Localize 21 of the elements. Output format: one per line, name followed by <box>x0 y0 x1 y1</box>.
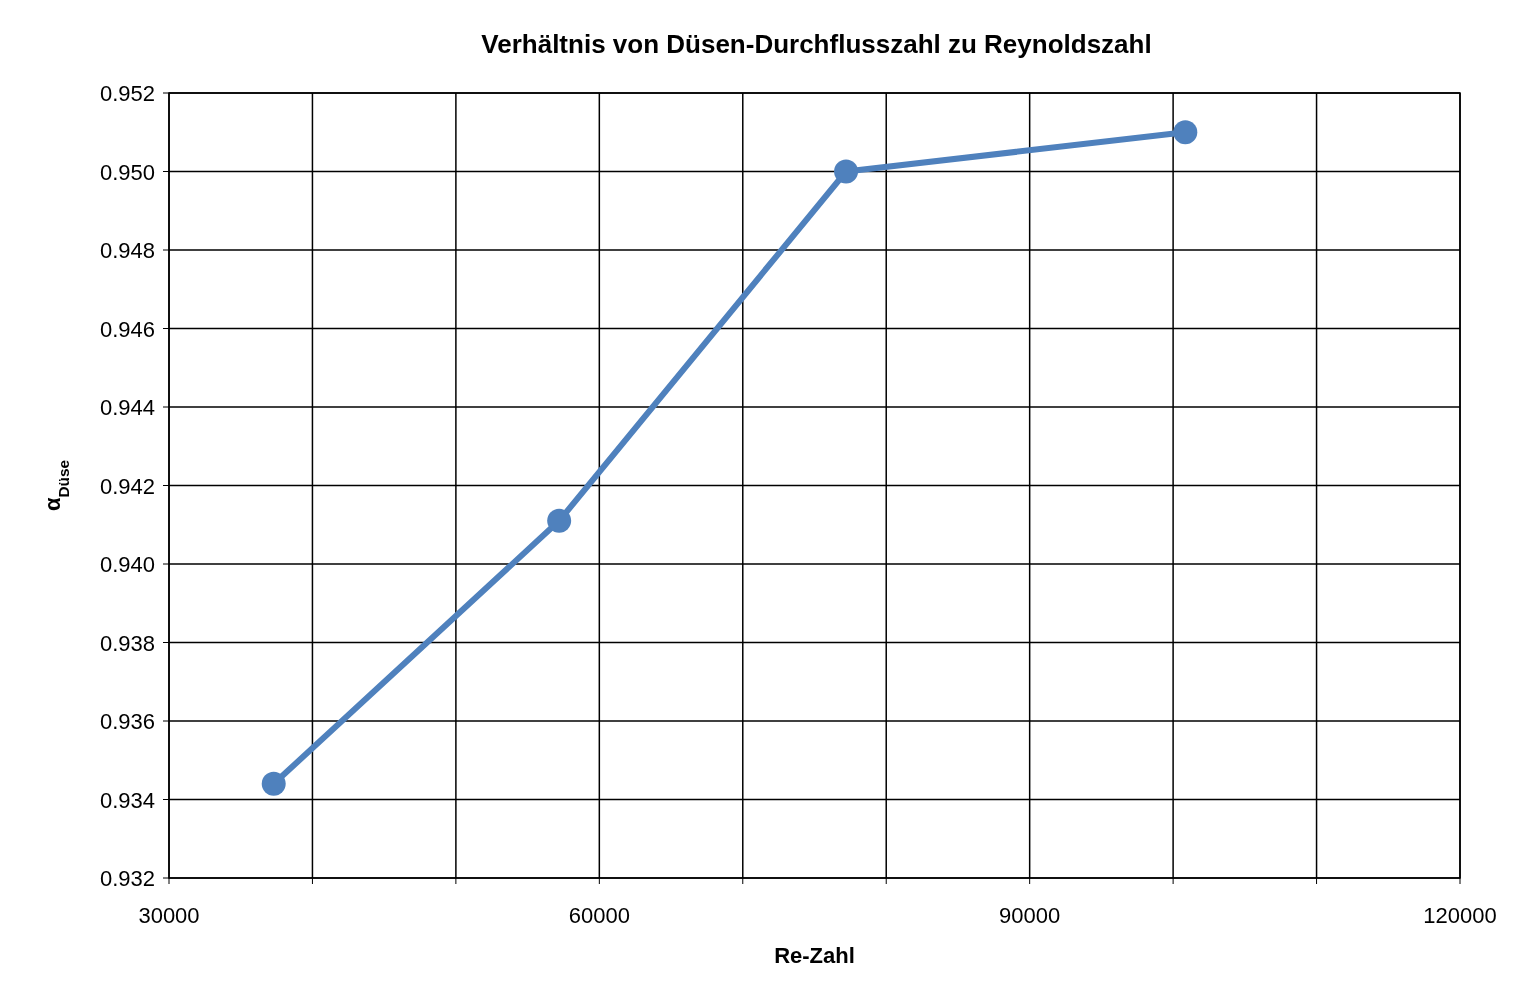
y-tick-label: 0.952 <box>99 81 155 106</box>
y-tick-label: 0.946 <box>99 316 155 342</box>
point <box>1173 120 1198 145</box>
y-tick-label: 0.938 <box>99 630 155 656</box>
y-tick-label: 0.942 <box>99 473 155 499</box>
y-tick-label: 0.950 <box>99 159 155 185</box>
x-tick-label: 30000 <box>138 903 200 928</box>
x-tick-label: 90000 <box>999 903 1061 928</box>
chart-title: Verhältnis von Düsen-Durchflusszahl zu Reynoldszahl <box>481 29 1152 59</box>
y-tick-label: 0.944 <box>99 395 155 420</box>
point <box>547 508 572 533</box>
point <box>261 771 286 796</box>
point <box>834 159 859 184</box>
y-tick-label: 0.936 <box>99 709 155 734</box>
y-tick-label: 0.932 <box>99 866 155 891</box>
x-tick-label: 60000 <box>568 903 630 928</box>
x-tick-label: 120000 <box>1423 903 1497 928</box>
y-tick-label: 0.940 <box>99 552 155 577</box>
y-tick-label: 0.934 <box>99 787 155 813</box>
y-tick-label: 0.948 <box>99 238 155 263</box>
x-axis-title: Re-Zahl <box>774 943 855 968</box>
